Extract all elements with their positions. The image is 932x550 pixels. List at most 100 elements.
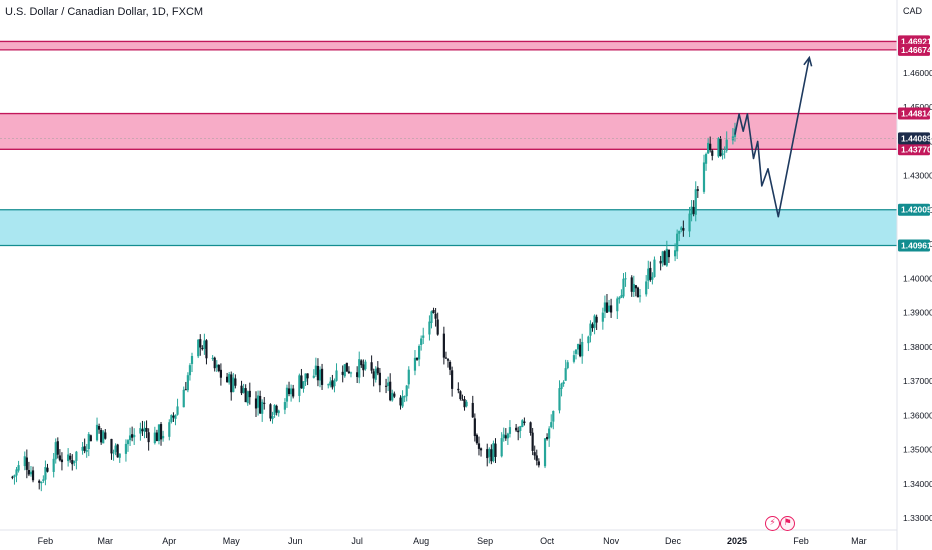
candle-body [199, 339, 202, 348]
support-top-badge [898, 203, 930, 216]
candle-body [275, 405, 278, 413]
candle-body [159, 424, 163, 440]
candle-body [71, 459, 74, 465]
flag-icon[interactable]: ⚑ [780, 516, 795, 531]
candle-body [403, 396, 406, 398]
candle-body [444, 357, 448, 359]
candle-body [215, 364, 218, 368]
lightning-icon[interactable]: ⚡ [765, 516, 780, 531]
candle-body [29, 471, 33, 475]
candle-body [717, 138, 720, 157]
candle-body [13, 475, 16, 478]
candle-body [100, 430, 103, 443]
candle-body [69, 455, 72, 460]
candle-body [341, 371, 344, 375]
candle-body [172, 415, 175, 418]
candle-body [420, 338, 423, 345]
candle-body [335, 370, 338, 381]
y-tick-label: 1.39000 [903, 308, 932, 318]
candle-body [667, 249, 671, 258]
candle-body [131, 434, 134, 438]
candle-body [471, 402, 474, 418]
candle-body [141, 429, 144, 432]
candle-body [704, 154, 708, 164]
candle-body [285, 387, 289, 402]
candle-body [116, 444, 119, 458]
candle-body [461, 399, 464, 401]
candle-body [213, 357, 216, 369]
resistance-top-badge [898, 107, 930, 120]
support-zone [0, 209, 897, 246]
candle-body [417, 345, 421, 360]
candle-body [663, 251, 666, 265]
candle-body [393, 393, 396, 397]
candle-body [515, 427, 518, 431]
candle-body [529, 422, 532, 433]
candle-body [595, 316, 598, 323]
x-tick-label: Mar [851, 536, 867, 546]
candle-body [153, 432, 156, 444]
candle-body [630, 277, 633, 292]
candle-body [502, 434, 505, 439]
candle-body [58, 455, 61, 461]
candle-body [333, 380, 336, 387]
candle-body [552, 410, 555, 422]
candle-body [448, 362, 452, 370]
currency-label: CAD [902, 6, 922, 16]
candle-body [653, 259, 656, 277]
resistance-bottom-badge [898, 143, 930, 156]
x-tick-label: May [223, 536, 241, 546]
candle-body [174, 414, 177, 419]
candle-body [316, 365, 320, 381]
candle-body [318, 369, 322, 381]
x-tick-label: Apr [162, 536, 176, 546]
candle-body [550, 422, 553, 428]
candle-body [370, 362, 373, 371]
candle-body [405, 385, 408, 397]
candle-body [300, 375, 303, 389]
candle-body [254, 398, 258, 409]
candle-body [327, 384, 330, 386]
candle-body [298, 375, 301, 396]
candle-body [15, 469, 18, 476]
candle-body [622, 278, 625, 297]
candle-body [23, 456, 26, 467]
candle-body [702, 162, 706, 192]
candle-body [248, 390, 251, 398]
candle-body [228, 374, 231, 383]
candle-body [81, 447, 84, 451]
y-tick-label: 1.37000 [903, 376, 932, 386]
candle-body [83, 446, 86, 451]
candle-body [143, 427, 146, 432]
candle-body [242, 388, 245, 393]
candle-body [707, 142, 710, 154]
candle-body [451, 370, 454, 389]
candle-body [40, 481, 43, 484]
candle-body [609, 305, 613, 313]
candle-body [442, 333, 445, 358]
candle-body [114, 445, 117, 453]
candle-body [145, 427, 148, 432]
candle-body [620, 295, 623, 298]
candle-body [673, 250, 677, 257]
candle-body [188, 365, 192, 376]
candle-body [690, 206, 693, 215]
candle-body [244, 388, 247, 403]
candle-body [384, 385, 388, 387]
candle-body [302, 381, 305, 389]
candle-body [67, 454, 70, 462]
candle-body [446, 359, 450, 361]
resistance-bottom-badge-label: 1.46674 [901, 45, 932, 55]
candle-body [104, 432, 107, 439]
x-tick-label: 2025 [727, 536, 747, 546]
candle-body [364, 361, 367, 370]
candle-body [360, 360, 363, 366]
support-bottom-badge [898, 239, 930, 252]
candle-body [391, 392, 394, 401]
candle-body [126, 440, 130, 445]
candle-body [543, 438, 547, 467]
candle-body [261, 401, 264, 414]
candle-body [89, 435, 92, 442]
candle-body [711, 150, 714, 156]
